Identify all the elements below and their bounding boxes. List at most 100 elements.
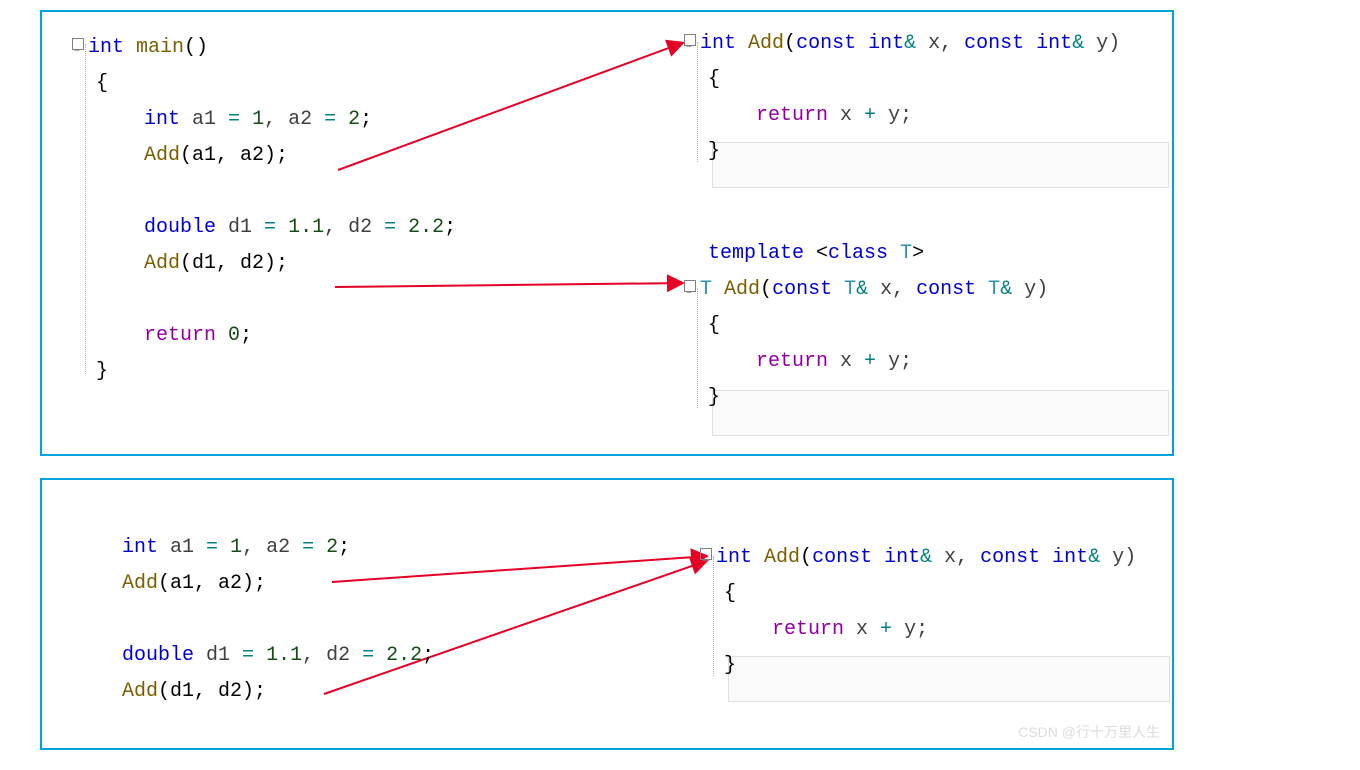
code-token: y) xyxy=(1012,278,1048,301)
code-token: return xyxy=(144,324,216,347)
code-token: { xyxy=(708,68,720,91)
code-token: T xyxy=(700,278,712,301)
call-site-block-line: Add(d1, d2); xyxy=(122,674,434,710)
code-token: & xyxy=(856,278,868,301)
code-token: 2 xyxy=(326,536,338,559)
code-token: Add xyxy=(144,252,180,275)
call-site-block-line: Add(a1, a2); xyxy=(122,566,434,602)
code-token: (a1, a2); xyxy=(158,572,266,595)
code-token: & xyxy=(1000,278,1012,301)
code-token: = xyxy=(362,644,374,667)
code-token: const xyxy=(772,278,832,301)
code-token: { xyxy=(724,582,736,605)
main-function-block-line xyxy=(72,174,456,210)
code-token: 2.2 xyxy=(386,644,422,667)
code-token: 2.2 xyxy=(408,216,444,239)
add-int-function-block-line: return x + y; xyxy=(684,98,1120,134)
code-token xyxy=(240,108,252,131)
arrow-head-icon xyxy=(667,274,685,292)
code-token xyxy=(124,36,136,59)
add-int-function-block-2-line: int Add(const int& x, const int& y) xyxy=(700,540,1136,576)
code-token xyxy=(314,536,326,559)
fold-toggle-icon[interactable] xyxy=(684,280,696,292)
code-token: a1 xyxy=(158,536,206,559)
add-template-function-block-line: template <class T> xyxy=(684,236,1048,272)
code-token: 1 xyxy=(230,536,242,559)
code-token: int xyxy=(122,536,158,559)
code-token: 1.1 xyxy=(266,644,302,667)
code-token: x, xyxy=(916,32,964,55)
fold-toggle-icon[interactable] xyxy=(700,548,712,560)
code-token xyxy=(336,108,348,131)
code-token: } xyxy=(708,140,720,163)
code-token xyxy=(832,278,844,301)
code-token: Add xyxy=(748,32,784,55)
add-int-function-block: int Add(const int& x, const int& y) { re… xyxy=(684,26,1120,170)
code-token: ( xyxy=(784,32,796,55)
code-token: ; xyxy=(444,216,456,239)
code-token: } xyxy=(708,386,720,409)
add-int-function-block-2-line: } xyxy=(700,648,1136,684)
code-token xyxy=(888,242,900,265)
code-token: int xyxy=(700,32,736,55)
code-token: = xyxy=(206,536,218,559)
code-token: & xyxy=(1072,32,1084,55)
code-comparison-panel-2: CSDN @行十万里人生 int a1 = 1, a2 = 2;Add(a1, … xyxy=(40,478,1174,750)
arrow-head-icon xyxy=(665,40,685,57)
code-token: x xyxy=(828,104,864,127)
main-function-block-line: int a1 = 1, a2 = 2; xyxy=(72,102,456,138)
code-token xyxy=(872,546,884,569)
code-token: > xyxy=(912,242,924,265)
code-token: y) xyxy=(1084,32,1120,55)
code-token: ( xyxy=(800,546,812,569)
add-template-function-block-line: return x + y; xyxy=(684,344,1048,380)
main-function-block-line: double d1 = 1.1, d2 = 2.2; xyxy=(72,210,456,246)
main-function-block-line: int main() xyxy=(72,30,456,66)
code-token: = xyxy=(384,216,396,239)
watermark: CSDN @行十万里人生 xyxy=(1018,722,1160,742)
code-token: y; xyxy=(876,104,912,127)
code-token: d1 xyxy=(216,216,264,239)
code-token: Add xyxy=(122,680,158,703)
code-token: Add xyxy=(764,546,800,569)
fold-toggle-icon[interactable] xyxy=(684,34,696,46)
code-token: , a2 xyxy=(242,536,302,559)
code-token: ( xyxy=(760,278,772,301)
code-token: const xyxy=(980,546,1040,569)
code-token: (a1, a2); xyxy=(180,144,288,167)
fold-toggle-icon[interactable] xyxy=(72,38,84,50)
code-token: x, xyxy=(868,278,916,301)
code-token: x, xyxy=(932,546,980,569)
code-token xyxy=(736,32,748,55)
code-token: const xyxy=(796,32,856,55)
add-int-function-block-2-line: { xyxy=(700,576,1136,612)
code-token: int xyxy=(1052,546,1088,569)
code-token: Add xyxy=(122,572,158,595)
code-token: 2 xyxy=(348,108,360,131)
code-token: } xyxy=(96,360,108,383)
code-token: & xyxy=(904,32,916,55)
code-token: & xyxy=(1088,546,1100,569)
code-token: int xyxy=(88,36,124,59)
code-token: = xyxy=(324,108,336,131)
code-token: , d2 xyxy=(302,644,362,667)
code-token: Add xyxy=(724,278,760,301)
code-token: const xyxy=(812,546,872,569)
code-token: template xyxy=(708,242,804,265)
code-token: { xyxy=(96,72,108,95)
call-site-block: int a1 = 1, a2 = 2;Add(a1, a2); double d… xyxy=(122,530,434,710)
code-token: int xyxy=(1036,32,1072,55)
code-token: , a2 xyxy=(264,108,324,131)
code-token: & xyxy=(920,546,932,569)
code-token xyxy=(1024,32,1036,55)
call-site-block-line xyxy=(122,602,434,638)
code-token: int xyxy=(716,546,752,569)
add-int-function-block-2: int Add(const int& x, const int& y) { re… xyxy=(700,540,1136,684)
code-token: } xyxy=(724,654,736,677)
code-token: (d1, d2); xyxy=(180,252,288,275)
add-template-function-block-line: { xyxy=(684,308,1048,344)
code-token: y) xyxy=(1100,546,1136,569)
code-token xyxy=(856,32,868,55)
main-function-block-line xyxy=(72,282,456,318)
code-token: 0 xyxy=(228,324,240,347)
